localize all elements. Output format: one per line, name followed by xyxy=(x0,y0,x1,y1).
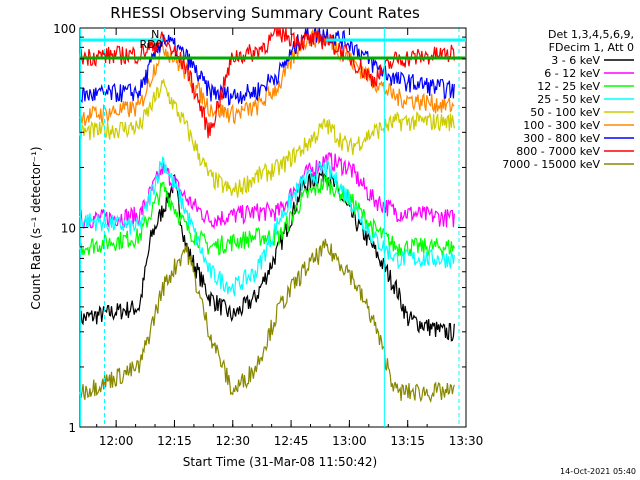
legend-header-line: FDecim 1, Att 0 xyxy=(549,41,634,54)
legend-header-line: Det 1,3,4,5,6,9, xyxy=(548,28,634,41)
legend-label: 800 - 7000 keV xyxy=(516,145,600,158)
legend: Det 1,3,4,5,6,9,FDecim 1, Att 03 - 6 keV… xyxy=(502,28,634,171)
legend-label: 50 - 100 keV xyxy=(530,106,600,119)
legend-label: 6 - 12 keV xyxy=(544,67,600,80)
series-line-6 xyxy=(79,27,455,106)
y-tick-label: 10 xyxy=(61,222,76,236)
series-line-1 xyxy=(79,151,455,230)
series-line-5 xyxy=(79,28,455,126)
x-axis-label: Start Time (31-Mar-08 11:50:42) xyxy=(183,455,377,469)
status-label-rd0: RD0 xyxy=(139,38,162,51)
x-tick-label: 13:15 xyxy=(390,434,425,448)
x-tick-label: 13:30 xyxy=(449,434,484,448)
x-tick-label: 12:15 xyxy=(157,434,192,448)
series-line-8 xyxy=(79,238,455,404)
status-label-n: N xyxy=(151,28,159,41)
y-axis-label: Count Rate (s⁻¹ detector⁻¹) xyxy=(29,146,43,309)
x-tick-label: 13:00 xyxy=(332,434,367,448)
series-line-4 xyxy=(79,77,455,198)
footer-stamp: 14-Oct-2021 05:40 xyxy=(560,467,636,476)
series-line-7 xyxy=(79,27,455,139)
series-layer xyxy=(79,27,455,404)
plot-frame xyxy=(79,27,467,428)
x-tick-label: 12:00 xyxy=(99,434,134,448)
y-tick-label: 1 xyxy=(68,421,76,435)
series-line-2 xyxy=(79,173,455,258)
legend-label: 25 - 50 keV xyxy=(537,93,600,106)
plot-area xyxy=(79,27,467,428)
legend-label: 100 - 300 keV xyxy=(523,119,600,132)
y-tick-label: 100 xyxy=(53,22,76,36)
x-tick-label: 12:30 xyxy=(215,434,250,448)
series-line-0 xyxy=(79,165,455,342)
axis-layer: 12:00 12:15 12:30 12:45 13:00 13:15 13:30 1 10 10… xyxy=(53,22,483,448)
legend-label: 3 - 6 keV xyxy=(551,54,600,67)
chart-title: RHESSI Observing Summary Count Rates xyxy=(110,4,420,22)
legend-label: 12 - 25 keV xyxy=(537,80,600,93)
x-tick-label: 12:45 xyxy=(274,434,309,448)
legend-label: 300 - 800 keV xyxy=(523,132,600,145)
series-line-3 xyxy=(79,155,455,297)
legend-label: 7000 - 15000 keV xyxy=(502,158,600,171)
